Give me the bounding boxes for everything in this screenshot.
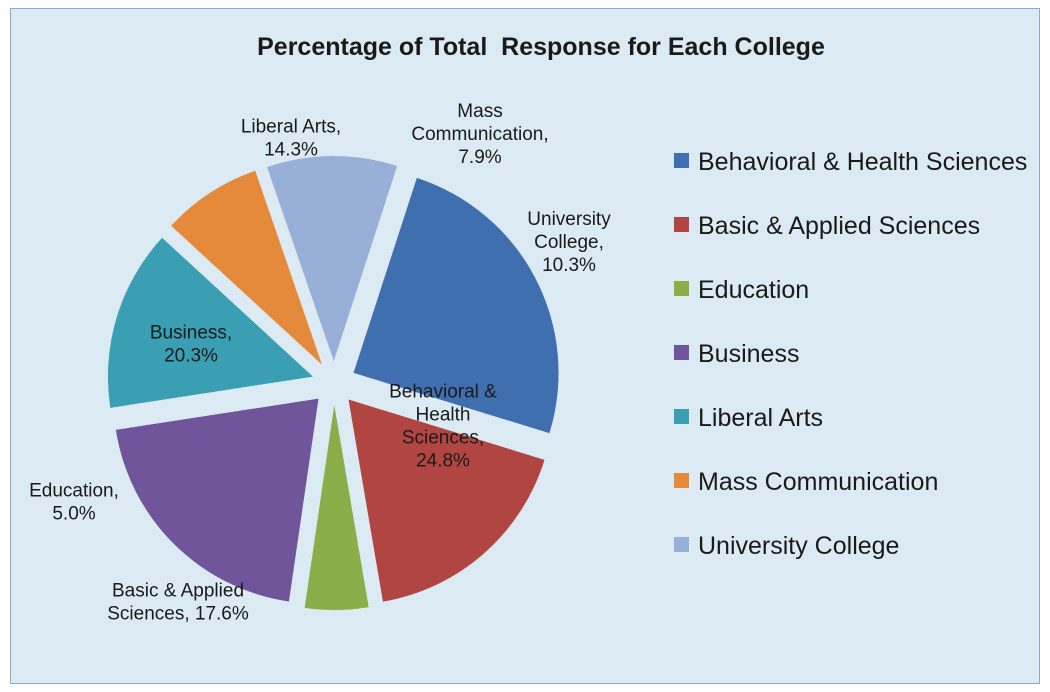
legend-label: Behavioral & Health Sciences <box>698 148 1027 176</box>
legend-label: Education <box>698 276 809 304</box>
chart-title: Percentage of Total Response for Each Co… <box>257 33 825 61</box>
pie-slices <box>107 156 559 610</box>
legend-label: Basic & Applied Sciences <box>698 212 980 240</box>
pie-slice-education <box>304 404 369 610</box>
pie-slice-mass-communication <box>171 170 322 365</box>
data-label-university-college: University College, 10.3% <box>527 209 611 276</box>
legend-swatch <box>674 153 689 168</box>
legend-item-business: Business <box>674 340 799 368</box>
legend-item-basic-and-applied-sciences: Basic & Applied Sciences <box>674 212 980 240</box>
pie-slice-basic-and-applied-sciences <box>348 399 545 602</box>
data-label-mass-communication: Mass Communication, 7.9% <box>411 101 548 168</box>
legend-swatch <box>674 409 689 424</box>
pie-slice-behavioral-and-health-sciences <box>353 177 559 434</box>
chart-frame: Percentage of Total Response for Each Co… <box>10 8 1040 684</box>
legend-label: Mass Communication <box>698 468 938 496</box>
legend-item-mass-communication: Mass Communication <box>674 468 938 496</box>
legend-swatch <box>674 537 689 552</box>
data-label-business: Business, 20.3% <box>150 323 232 367</box>
legend-item-behavioral-and-health-sciences: Behavioral & Health Sciences <box>674 148 1027 176</box>
data-labels: Behavioral & Health Sciences, 24.8% Basic & … <box>29 101 611 625</box>
legend-item-university-college: University College <box>674 532 899 560</box>
legend-label: Liberal Arts <box>698 404 823 432</box>
data-label-education: Education, 5.0% <box>29 481 119 525</box>
legend-swatch <box>674 473 689 488</box>
pie-slice-business <box>115 398 319 602</box>
data-label-liberal-arts: Liberal Arts, 14.3% <box>241 117 341 161</box>
data-label-basic-and-applied-sciences: Basic & Applied Sciences, 17.6% <box>107 581 249 625</box>
data-label-behavioral-and-health-sciences: Behavioral & Health Sciences, 24.8% <box>389 382 497 472</box>
legend-swatch <box>674 217 689 232</box>
legend-item-education: Education <box>674 276 809 304</box>
legend-item-liberal-arts: Liberal Arts <box>674 404 823 432</box>
legend-label: University College <box>698 532 899 560</box>
pie-chart: Percentage of Total Response for Each Co… <box>29 33 1027 625</box>
legend: Behavioral & Health Sciences Basic & Appl… <box>674 148 1027 560</box>
legend-swatch <box>674 345 689 360</box>
pie-slice-liberal-arts <box>107 237 313 408</box>
legend-label: Business <box>698 340 799 368</box>
pie-slice-university-college <box>267 156 398 362</box>
legend-swatch <box>674 281 689 296</box>
